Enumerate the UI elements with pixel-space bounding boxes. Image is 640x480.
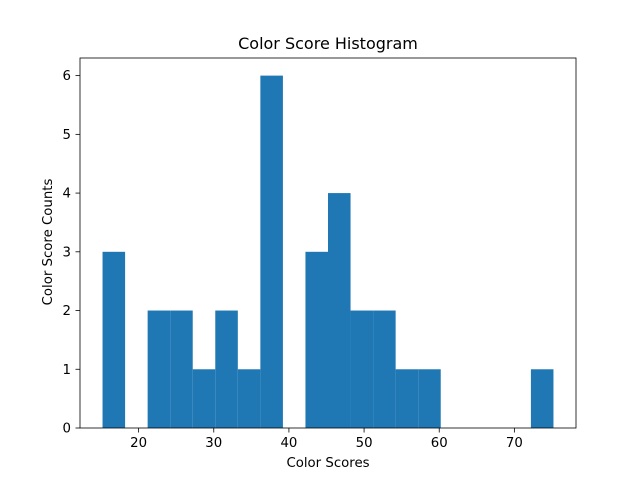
y-tick-label: 1 (63, 363, 71, 378)
histogram-bar (260, 75, 283, 428)
y-axis-label: Color Score Counts (41, 179, 56, 306)
histogram-bar (328, 193, 351, 428)
histogram-bar (215, 310, 238, 428)
x-tick-label: 40 (280, 436, 297, 451)
x-tick-label: 70 (506, 436, 523, 451)
x-tick-label: 20 (130, 436, 147, 451)
histogram-bar (350, 310, 374, 428)
histogram-bar (530, 369, 554, 428)
axes-border (79, 57, 577, 429)
histogram-bar (192, 369, 216, 428)
histogram-bar (305, 251, 328, 428)
histogram-bar (395, 369, 419, 428)
histogram-bar (373, 310, 396, 428)
histogram-bar (170, 310, 193, 428)
y-tick-label: 2 (63, 304, 71, 319)
histogram-bars (102, 75, 554, 428)
x-tick-label: 30 (205, 436, 222, 451)
y-tick-label: 5 (63, 128, 71, 143)
x-tick-label: 60 (431, 436, 448, 451)
y-tick-label: 3 (63, 245, 71, 260)
x-axis-ticks: 20 30 40 50 60 70 (130, 428, 523, 451)
histogram-bar (237, 369, 261, 428)
x-tick-label: 50 (356, 436, 373, 451)
histogram-bar (102, 251, 126, 428)
y-tick-label: 6 (63, 69, 71, 84)
y-axis-ticks: 0 1 2 3 4 5 6 (63, 69, 80, 437)
y-tick-label: 4 (63, 187, 71, 202)
histogram-bar (147, 310, 171, 428)
x-axis-label: Color Scores (286, 456, 369, 471)
y-tick-label: 0 (63, 422, 71, 437)
histogram-bar (418, 369, 441, 428)
axes-frame (79, 57, 577, 429)
chart-title: Color Score Histogram (238, 34, 418, 53)
